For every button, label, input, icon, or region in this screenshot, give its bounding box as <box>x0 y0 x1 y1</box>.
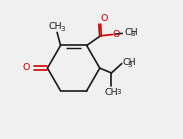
Text: CH: CH <box>122 58 136 67</box>
Text: CH: CH <box>105 88 118 97</box>
Text: 3: 3 <box>116 89 121 95</box>
Text: 3: 3 <box>61 26 66 32</box>
Text: 3: 3 <box>128 62 132 68</box>
Text: 3: 3 <box>130 31 135 38</box>
Text: O: O <box>100 14 108 23</box>
Text: CH: CH <box>125 28 139 37</box>
Text: O: O <box>23 63 30 72</box>
Text: CH: CH <box>49 22 63 31</box>
Text: O: O <box>113 30 120 39</box>
